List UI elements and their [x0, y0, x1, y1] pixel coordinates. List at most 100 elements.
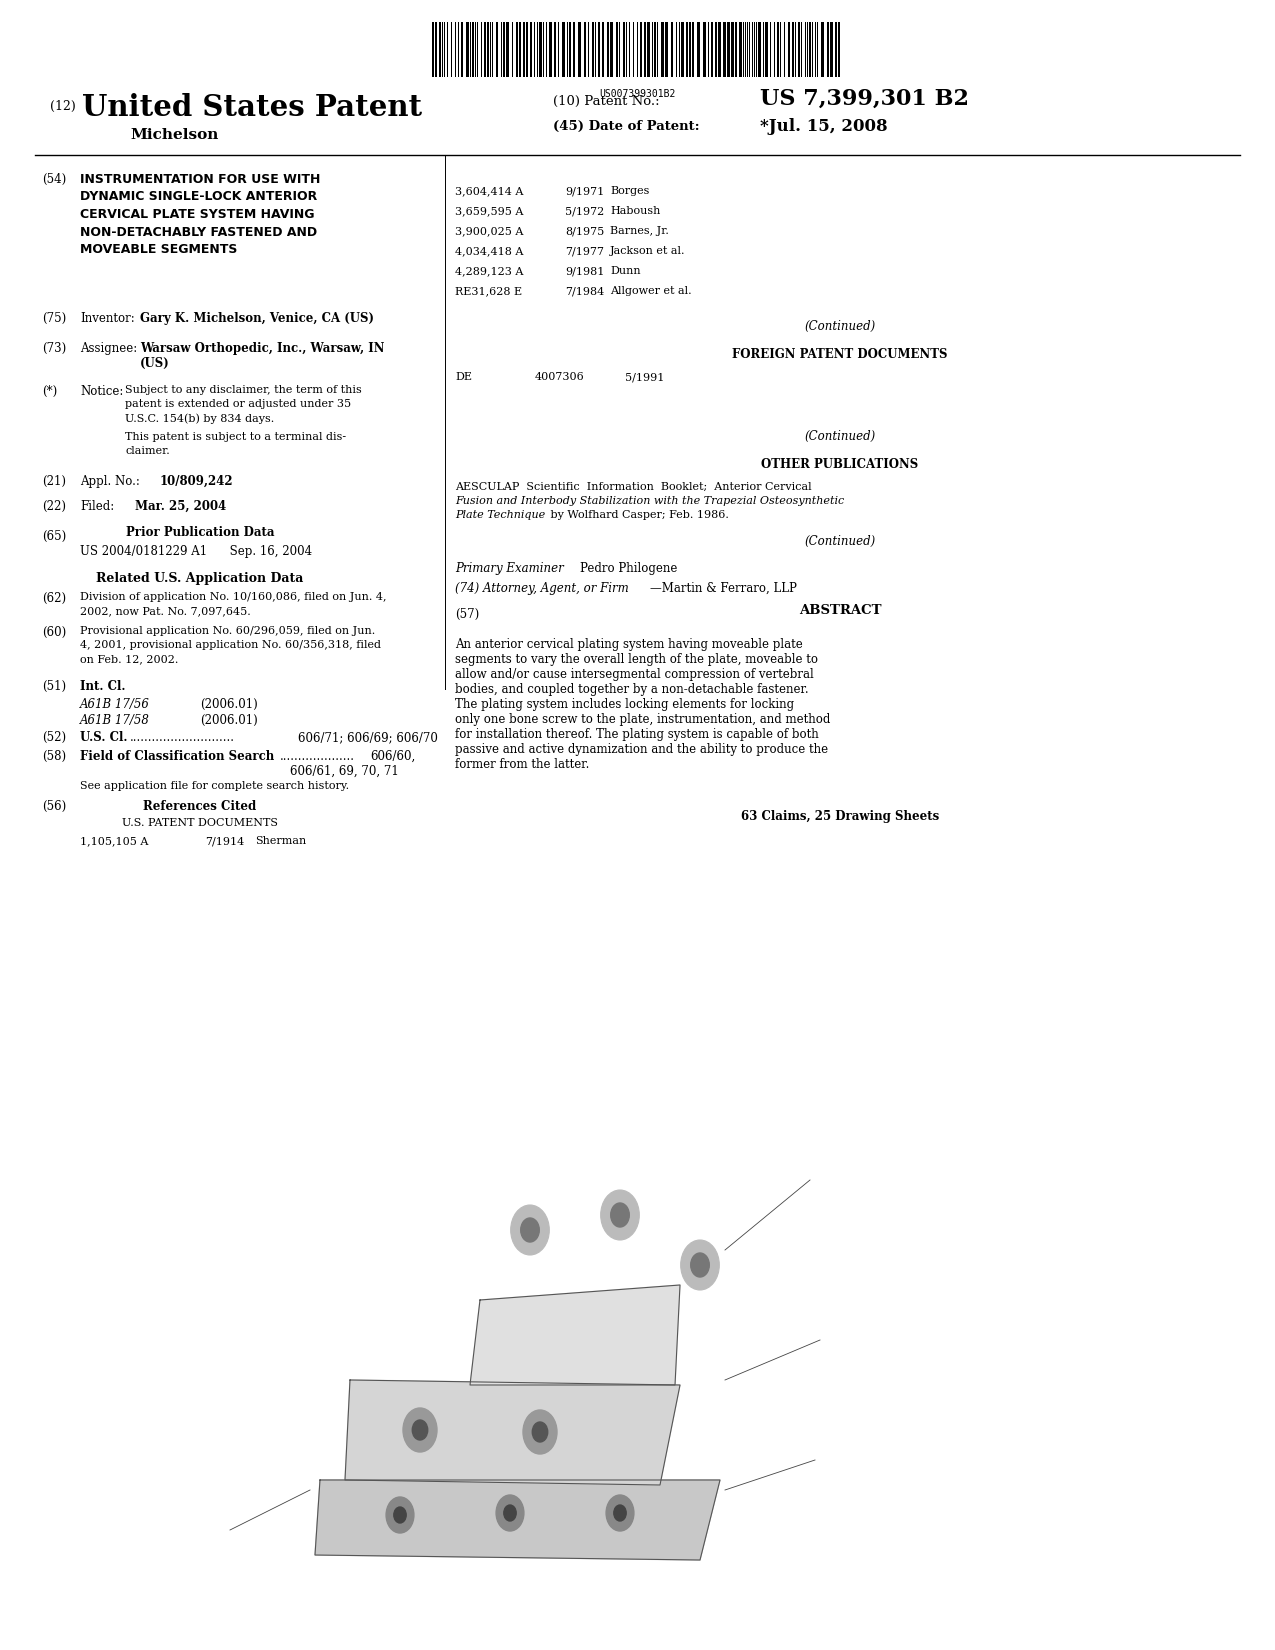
Text: (US): (US) [140, 356, 170, 370]
Text: ABSTRACT: ABSTRACT [798, 604, 881, 617]
Text: U.S. PATENT DOCUMENTS: U.S. PATENT DOCUMENTS [122, 818, 278, 828]
Text: Michelson: Michelson [130, 129, 218, 142]
Text: Pedro Philogene: Pedro Philogene [580, 563, 677, 574]
Text: (58): (58) [42, 751, 66, 762]
Text: 606/71; 606/69; 606/70: 606/71; 606/69; 606/70 [298, 731, 437, 744]
Text: Barnes, Jr.: Barnes, Jr. [609, 226, 669, 236]
Text: 9/1981: 9/1981 [565, 266, 604, 276]
Text: Subject to any disclaimer, the term of this: Subject to any disclaimer, the term of t… [125, 384, 362, 394]
Text: Field of Classification Search: Field of Classification Search [80, 751, 274, 762]
Bar [572, 21, 575, 78]
Bar [523, 21, 525, 78]
Text: 7/1984: 7/1984 [565, 285, 604, 295]
Bar [810, 21, 811, 78]
Circle shape [394, 1506, 407, 1523]
Text: US 7,399,301 B2: US 7,399,301 B2 [760, 87, 969, 111]
Text: bodies, and coupled together by a non-detachable fastener.: bodies, and coupled together by a non-de… [455, 683, 808, 696]
Text: 4,034,418 A: 4,034,418 A [455, 246, 523, 256]
Bar [681, 21, 683, 78]
Bar [731, 21, 734, 78]
Text: 2002, now Pat. No. 7,097,645.: 2002, now Pat. No. 7,097,645. [80, 606, 251, 615]
Text: Primary Examiner: Primary Examiner [455, 563, 564, 574]
Text: 3,659,595 A: 3,659,595 A [455, 206, 523, 216]
Text: 4, 2001, provisional application No. 60/356,318, filed: 4, 2001, provisional application No. 60/… [80, 640, 381, 650]
Text: 7/1977: 7/1977 [565, 246, 604, 256]
Text: DE: DE [455, 371, 472, 383]
Text: only one bone screw to the plate, instrumentation, and method: only one bone screw to the plate, instru… [455, 713, 830, 726]
Text: RE31,628 E: RE31,628 E [455, 285, 523, 295]
Circle shape [412, 1421, 427, 1440]
Text: (56): (56) [42, 800, 66, 813]
Text: Borges: Borges [609, 186, 649, 196]
Text: U.S.C. 154(b) by 834 days.: U.S.C. 154(b) by 834 days. [125, 412, 274, 424]
Bar [496, 21, 499, 78]
Bar [654, 21, 657, 78]
Bar [666, 21, 668, 78]
Bar [569, 21, 571, 78]
Circle shape [403, 1407, 437, 1452]
Text: Warsaw Orthopedic, Inc., Warsaw, IN: Warsaw Orthopedic, Inc., Warsaw, IN [140, 342, 385, 355]
Text: 4,289,123 A: 4,289,123 A [455, 266, 523, 276]
Text: Notice:: Notice: [80, 384, 124, 398]
Bar [660, 21, 664, 78]
Text: 5/1991: 5/1991 [625, 371, 664, 383]
Text: patent is extended or adjusted under 35: patent is extended or adjusted under 35 [125, 399, 351, 409]
Circle shape [681, 1241, 719, 1290]
Bar [798, 21, 799, 78]
Text: See application file for complete search history.: See application file for complete search… [80, 780, 349, 790]
Bar [835, 21, 836, 78]
Bar [688, 21, 691, 78]
Circle shape [611, 1203, 630, 1228]
Text: 63 Claims, 25 Drawing Sheets: 63 Claims, 25 Drawing Sheets [741, 810, 940, 823]
Polygon shape [470, 1285, 680, 1384]
Circle shape [532, 1422, 548, 1442]
Bar [640, 21, 643, 78]
Text: 606/60,: 606/60, [370, 751, 416, 762]
Bar [435, 21, 437, 78]
Circle shape [613, 1505, 626, 1521]
Circle shape [601, 1190, 639, 1241]
Bar [838, 21, 840, 78]
Text: US007399301B2: US007399301B2 [599, 89, 676, 99]
Bar [609, 21, 613, 78]
Bar [592, 21, 594, 78]
Text: 5/1972: 5/1972 [565, 206, 604, 216]
Text: Allgower et al.: Allgower et al. [609, 285, 691, 295]
Text: Prior Publication Data: Prior Publication Data [126, 526, 274, 540]
Bar [692, 21, 694, 78]
Bar [792, 21, 794, 78]
Text: (57): (57) [455, 607, 479, 620]
Polygon shape [315, 1480, 720, 1559]
Text: Gary K. Michelson, Venice, CA (US): Gary K. Michelson, Venice, CA (US) [140, 312, 374, 325]
Circle shape [504, 1505, 516, 1521]
Bar [530, 21, 532, 78]
Text: OTHER PUBLICATIONS: OTHER PUBLICATIONS [761, 459, 918, 470]
Bar [623, 21, 625, 78]
Bar [555, 21, 556, 78]
Circle shape [520, 1218, 539, 1242]
Text: (54): (54) [42, 173, 66, 186]
Bar [697, 21, 700, 78]
Bar [715, 21, 717, 78]
Bar [584, 21, 586, 78]
Bar [562, 21, 565, 78]
Text: allow and/or cause intersegmental compression of vertebral: allow and/or cause intersegmental compre… [455, 668, 813, 681]
Text: 1,105,105 A: 1,105,105 A [80, 837, 148, 846]
Circle shape [606, 1495, 634, 1531]
Bar [487, 21, 490, 78]
Text: 10/809,242: 10/809,242 [159, 475, 233, 488]
Bar [465, 21, 469, 78]
Text: on Feb. 12, 2002.: on Feb. 12, 2002. [80, 653, 178, 663]
Text: 9/1971: 9/1971 [565, 186, 604, 196]
Text: (Continued): (Continued) [805, 320, 876, 333]
Bar [788, 21, 790, 78]
Text: INSTRUMENTATION FOR USE WITH
DYNAMIC SINGLE-LOCK ANTERIOR
CERVICAL PLATE SYSTEM : INSTRUMENTATION FOR USE WITH DYNAMIC SIN… [80, 173, 320, 256]
Text: FOREIGN PATENT DOCUMENTS: FOREIGN PATENT DOCUMENTS [732, 348, 947, 361]
Bar [439, 21, 441, 78]
Text: 3,604,414 A: 3,604,414 A [455, 186, 523, 196]
Text: Fusion and Interbody Stabilization with the Trapezial Osteosynthetic: Fusion and Interbody Stabilization with … [455, 497, 844, 507]
Text: Inventor:: Inventor: [80, 312, 135, 325]
Text: (10) Patent No.:: (10) Patent No.: [553, 96, 659, 107]
Bar [484, 21, 486, 78]
Text: *Jul. 15, 2008: *Jul. 15, 2008 [760, 119, 887, 135]
